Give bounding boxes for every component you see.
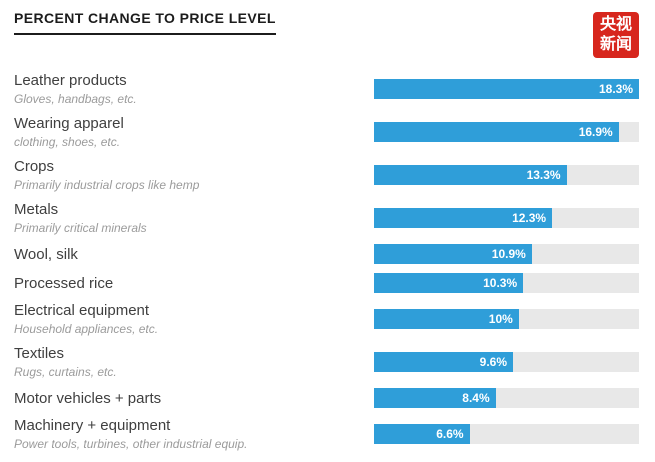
bar-area: 10.3% (374, 273, 639, 293)
category-label: Wool, silk (14, 245, 78, 263)
bar-value-label: 10.9% (491, 247, 526, 261)
category-sublabel: Primarily industrial crops like hemp (14, 178, 200, 192)
bar-track: 6.6% (374, 424, 639, 444)
logo-text-line2: 新闻 (599, 36, 632, 53)
bar-value-label: 8.4% (462, 391, 490, 405)
bar-track: 10.3% (374, 273, 639, 293)
category-label: Wearing apparel (14, 115, 124, 132)
bar-fill: 18.3% (374, 79, 639, 99)
bar-row: Crops Primarily industrial crops like he… (14, 154, 639, 197)
bar-row: Metals Primarily critical minerals 12.3% (14, 197, 639, 240)
bar-rows: Leather products Gloves, handbags, etc. … (14, 68, 639, 456)
bar-area: 6.6% (374, 424, 639, 444)
bar-value-label: 10.3% (483, 276, 518, 290)
bar-track: 12.3% (374, 208, 639, 228)
bar-value-label: 16.9% (578, 125, 613, 139)
category-sublabel: Rugs, curtains, etc. (14, 365, 117, 379)
bar-fill: 6.6% (374, 424, 470, 444)
bar-value-label: 10% (488, 312, 513, 326)
header: PERCENT CHANGE TO PRICE LEVEL 央视 新闻 (14, 10, 639, 58)
bar-fill: 12.3% (374, 208, 553, 228)
bar-row: Machinery + equipment Power tools, turbi… (14, 413, 639, 456)
bar-fill: 10.3% (374, 273, 524, 293)
label-block: Textiles Rugs, curtains, etc. (14, 345, 374, 379)
label-block: Crops Primarily industrial crops like he… (14, 158, 374, 192)
bar-area: 10% (374, 309, 639, 329)
bar-fill: 16.9% (374, 122, 619, 142)
cctv-news-logo: 央视 新闻 (593, 12, 639, 58)
label-block: Processed rice (14, 275, 374, 292)
bar-area: 10.9% (374, 244, 639, 264)
bar-value-label: 9.6% (479, 355, 508, 369)
bar-track: 8.4% (374, 388, 639, 408)
bar-track: 16.9% (374, 122, 639, 142)
category-label: Processed rice (14, 274, 114, 292)
label-block: Leather products Gloves, handbags, etc. (14, 72, 374, 106)
bar-row: Processed rice 10.3% (14, 269, 639, 298)
bar-value-label: 13.3% (526, 168, 561, 182)
bar-area: 13.3% (374, 165, 639, 185)
bar-fill: 10.9% (374, 244, 532, 264)
logo-text-line1: 央视 (599, 16, 632, 33)
label-block: Electrical equipment Household appliance… (14, 302, 374, 336)
bar-value-label: 18.3% (598, 82, 633, 96)
bar-value-label: 12.3% (512, 211, 547, 225)
category-sublabel: Primarily critical minerals (14, 221, 147, 235)
bar-fill: 13.3% (374, 165, 567, 185)
category-sublabel: clothing, shoes, etc. (14, 135, 121, 149)
bar-track: 13.3% (374, 165, 639, 185)
bar-area: 18.3% (374, 79, 639, 99)
bar-fill: 8.4% (374, 388, 496, 408)
bar-row: Leather products Gloves, handbags, etc. … (14, 68, 639, 111)
bar-fill: 9.6% (374, 352, 514, 372)
bar-row: Motor vehicles + parts 8.4% (14, 384, 639, 413)
category-label: Metals (14, 201, 59, 218)
bar-area: 8.4% (374, 388, 639, 408)
bar-track: 10.9% (374, 244, 639, 264)
category-label: Leather products (14, 72, 127, 89)
label-block: Motor vehicles + parts (14, 390, 374, 407)
bar-row: Wearing apparel clothing, shoes, etc. 16… (14, 111, 639, 154)
category-sublabel: Gloves, handbags, etc. (14, 92, 137, 106)
category-sublabel: Household appliances, etc. (14, 322, 159, 336)
bar-row: Textiles Rugs, curtains, etc. 9.6% (14, 341, 639, 384)
bar-track: 10% (374, 309, 639, 329)
bar-row: Electrical equipment Household appliance… (14, 298, 639, 341)
category-sublabel: Power tools, turbines, other industrial … (14, 437, 248, 451)
bar-track: 9.6% (374, 352, 639, 372)
category-label: Motor vehicles + parts (14, 389, 162, 407)
bar-area: 16.9% (374, 122, 639, 142)
bar-track: 18.3% (374, 79, 639, 99)
label-block: Machinery + equipment Power tools, turbi… (14, 417, 374, 451)
bar-fill: 10% (374, 309, 519, 329)
category-label: Textiles (14, 345, 65, 362)
bar-area: 12.3% (374, 208, 639, 228)
chart-title: PERCENT CHANGE TO PRICE LEVEL (14, 10, 276, 35)
category-label: Crops (14, 158, 55, 175)
bar-row: Wool, silk 10.9% (14, 240, 639, 269)
label-block: Wearing apparel clothing, shoes, etc. (14, 115, 374, 149)
category-label: Electrical equipment (14, 302, 150, 319)
label-block: Metals Primarily critical minerals (14, 201, 374, 235)
bar-area: 9.6% (374, 352, 639, 372)
bar-value-label: 6.6% (436, 427, 464, 441)
label-block: Wool, silk (14, 246, 374, 263)
